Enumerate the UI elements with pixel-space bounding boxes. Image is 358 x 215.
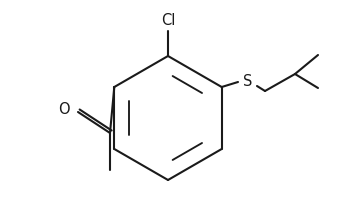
Text: Cl: Cl: [161, 13, 175, 28]
Text: O: O: [58, 103, 70, 118]
Text: S: S: [243, 75, 253, 89]
